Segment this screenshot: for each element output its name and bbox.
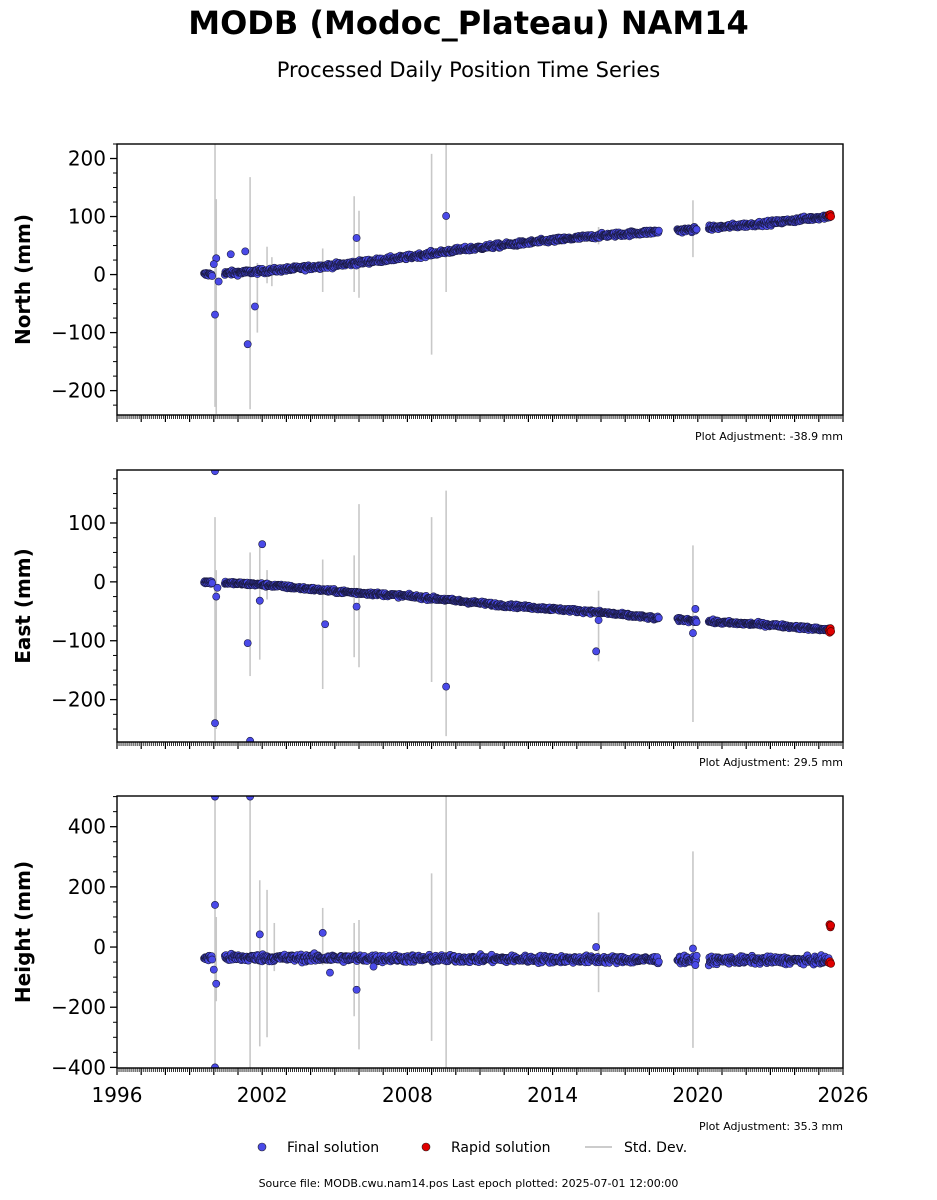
final-point [692, 951, 701, 960]
final-point-outlier [241, 247, 250, 256]
north-y-axis-label: North (mm) [11, 214, 35, 345]
final-point-outlier [243, 340, 252, 349]
legend: Final solution Rapid solution Std. Dev. [257, 1140, 687, 1156]
final-point-outlier [214, 277, 223, 286]
y-tick-label: −400 [51, 1055, 106, 1079]
final-point-outlier [594, 616, 603, 625]
y-tick-label: −100 [51, 629, 106, 653]
legend-rapid-marker [421, 1142, 431, 1152]
final-point-outlier [442, 212, 451, 220]
height-panel: −400 −200 0 200 400 1996 2002 2008 2014 2020 2026 H… [11, 795, 869, 1133]
y-tick-label: −200 [51, 995, 106, 1019]
y-tick-label: 400 [68, 815, 106, 839]
legend-stddev-label: Std. Dev. [624, 1140, 687, 1156]
final-point [208, 955, 216, 964]
final-point [654, 957, 663, 966]
final-point-outlier [352, 234, 361, 242]
y-tick-label: 0 [93, 570, 106, 594]
east-plot-adjustment: Plot Adjustment: 29.5 mm [699, 756, 843, 769]
x-tick-label: 2002 [237, 1083, 288, 1107]
final-point-outlier [352, 602, 361, 611]
final-point-outlier [213, 583, 222, 592]
east-final-points [200, 470, 834, 742]
x-tick-label: 2014 [527, 1083, 578, 1107]
final-point-outlier [209, 965, 218, 974]
y-tick-label: 200 [68, 147, 106, 171]
rapid-point [826, 959, 836, 968]
y-tick-label: −200 [51, 688, 106, 712]
height-plot-area [200, 796, 836, 1068]
north-plot-area [200, 144, 836, 414]
final-point [208, 579, 216, 587]
final-point-outlier [212, 592, 221, 601]
final-point-outlier [255, 596, 264, 605]
height-final-points [200, 796, 834, 1068]
final-point-outlier [369, 962, 378, 971]
final-point-outlier [251, 302, 259, 311]
north-frame [116, 143, 844, 416]
final-point-outlier [258, 540, 267, 549]
final-point-outlier [211, 470, 219, 476]
final-point-outlier [321, 620, 330, 629]
y-tick-label: −100 [51, 321, 106, 345]
final-point-outlier [211, 901, 219, 909]
final-point-outlier [255, 930, 264, 939]
y-tick-label: −200 [51, 379, 106, 403]
source-line: Source file: MODB.cwu.nam14.pos Last epo… [258, 1177, 679, 1190]
legend-rapid-label: Rapid solution [451, 1140, 551, 1156]
final-point [654, 614, 663, 622]
rapid-point [826, 921, 836, 930]
final-point-outlier [318, 929, 327, 937]
final-point-outlier [326, 968, 334, 977]
y-tick-label: 0 [93, 935, 106, 959]
y-tick-label: 200 [68, 875, 106, 899]
chart-title: MODB (Modoc_Plateau) NAM14 [188, 4, 749, 42]
x-tick-label: 2008 [382, 1083, 433, 1107]
final-point [654, 226, 663, 235]
final-point-outlier [592, 647, 601, 656]
rapid-point [826, 212, 836, 221]
x-tick-label: 1996 [92, 1083, 143, 1107]
y-tick-label: 0 [93, 263, 106, 287]
final-point-outlier [691, 961, 700, 969]
final-point-outlier [246, 736, 254, 742]
north-panel: −200 −100 0 100 200 North (mm) Plot Adjustment… [11, 143, 844, 443]
final-point-outlier [352, 985, 361, 994]
final-point [208, 272, 216, 280]
y-tick-label: 100 [68, 205, 106, 229]
north-final-points [200, 211, 834, 349]
legend-final-marker [257, 1142, 267, 1152]
final-point-outlier [689, 944, 697, 953]
x-tick-label: 2020 [672, 1083, 723, 1107]
final-point [692, 225, 701, 234]
final-point-outlier [211, 719, 219, 728]
chart-subtitle: Processed Daily Position Time Series [276, 58, 661, 82]
final-point-outlier [689, 629, 697, 637]
final-point-outlier [211, 310, 219, 319]
north-plot-adjustment: Plot Adjustment: -38.9 mm [695, 430, 843, 443]
east-panel: −200 −100 0 100 East (mm) Plot Adjustment: 29… [11, 469, 844, 769]
east-y-axis-label: East (mm) [11, 548, 35, 664]
rapid-point [826, 627, 836, 636]
east-plot-area [200, 470, 836, 742]
final-point-outlier [592, 943, 601, 951]
height-plot-adjustment: Plot Adjustment: 35.3 mm [699, 1120, 843, 1133]
final-point-outlier [226, 250, 235, 259]
final-point-outlier [212, 979, 221, 988]
x-tick-label: 2026 [818, 1083, 869, 1107]
height-y-axis-label: Height (mm) [11, 861, 35, 1003]
final-point-outlier [209, 260, 218, 269]
final-point-outlier [442, 682, 451, 691]
legend-final-label: Final solution [287, 1140, 379, 1156]
y-tick-label: 100 [68, 511, 106, 535]
final-point [692, 618, 701, 626]
final-point-outlier [691, 605, 700, 613]
final-point-outlier [243, 639, 252, 647]
height-frame [116, 795, 844, 1069]
